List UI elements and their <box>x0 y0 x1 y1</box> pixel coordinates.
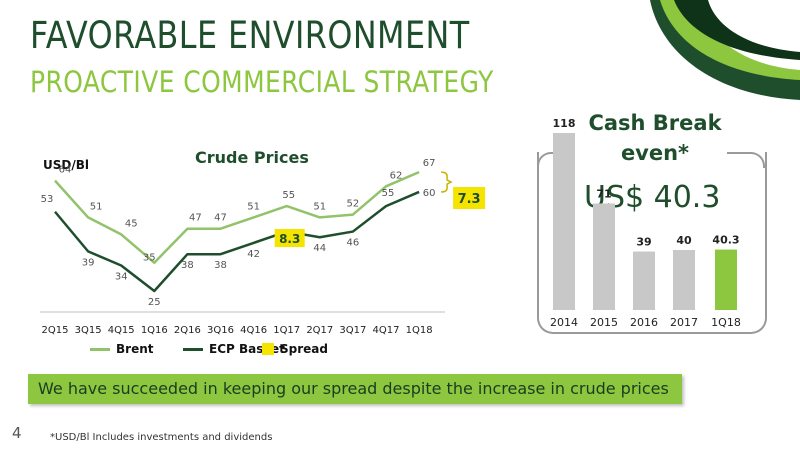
x-tick-label-4Q15: 4Q15 <box>108 325 135 336</box>
spread-label-1Q17: 8.3 <box>279 232 300 246</box>
data-label-ecp-basket-1Q16: 25 <box>148 297 161 308</box>
x-tick-label-2Q16: 2Q16 <box>174 325 201 336</box>
x-tick-label-3Q15: 3Q15 <box>75 325 102 336</box>
data-label-ecp-basket-2Q15: 53 <box>41 194 54 205</box>
data-label-brent-1Q18: 67 <box>423 158 436 169</box>
brand-swoosh-logo <box>650 0 800 100</box>
data-label-ecp-basket-3Q16: 38 <box>214 260 227 271</box>
spread-label-1Q18: 7.3 <box>458 192 481 207</box>
bar-value-label-2014: 118 <box>553 117 576 130</box>
legend-ecp-swatch <box>183 347 203 351</box>
bar-value-label-1Q18: 40.3 <box>712 234 739 247</box>
data-label-brent-3Q16: 47 <box>214 213 227 224</box>
data-label-ecp-basket-3Q17: 46 <box>347 238 360 249</box>
cash-break-even-frame <box>537 152 767 334</box>
cash-break-even-title: Cash Break even* <box>588 111 722 165</box>
page-title: FAVORABLE ENVIRONMENT <box>30 14 470 57</box>
bar-1Q18 <box>715 249 737 310</box>
footnote: *USD/Bl Includes investments and dividen… <box>50 432 273 443</box>
legend-brent: Brent <box>90 342 153 356</box>
bar-2015 <box>593 203 615 310</box>
legend-spread: Spread <box>262 342 328 356</box>
x-tick-label-4Q17: 4Q17 <box>373 325 400 336</box>
bar-category-label-2014: 2014 <box>550 316 578 329</box>
data-label-brent-4Q16: 51 <box>247 201 260 212</box>
data-label-brent-3Q15: 51 <box>90 201 103 212</box>
page-number: 4 <box>12 424 22 442</box>
x-tick-label-1Q18: 1Q18 <box>406 325 433 336</box>
bar-category-label-2017: 2017 <box>670 316 698 329</box>
data-label-ecp-basket-4Q16: 42 <box>247 249 260 260</box>
spread-badge-1Q17 <box>274 229 305 247</box>
legend-spread-swatch <box>262 343 274 355</box>
data-label-ecp-basket-2Q17: 44 <box>313 243 326 254</box>
data-label-brent-3Q17: 52 <box>347 199 360 210</box>
data-label-brent-2Q15: 64 <box>59 165 72 176</box>
bar-value-label-2017: 40 <box>676 234 692 247</box>
legend-brent-label: Brent <box>116 342 154 356</box>
data-label-ecp-basket-1Q18: 60 <box>423 188 436 199</box>
data-label-brent-2Q16: 47 <box>189 213 202 224</box>
spread-brace-1Q18 <box>441 171 453 193</box>
series-line-brent <box>54 170 420 264</box>
data-label-brent-4Q15: 45 <box>125 218 138 229</box>
x-tick-label-2Q17: 2Q17 <box>306 325 333 336</box>
data-label-brent-1Q17: 55 <box>282 190 295 201</box>
x-tick-label-4Q16: 4Q16 <box>240 325 267 336</box>
bar-2014 <box>553 133 575 310</box>
bar-value-label-2016: 39 <box>636 236 651 249</box>
x-tick-label-3Q17: 3Q17 <box>339 325 366 336</box>
page-subtitle: PROACTIVE COMMERCIAL STRATEGY <box>30 65 494 99</box>
data-label-ecp-basket-4Q15: 34 <box>115 272 128 283</box>
legend-spread-label: Spread <box>280 342 328 356</box>
x-tick-label-2Q15: 2Q15 <box>42 325 69 336</box>
bar-category-label-2015: 2015 <box>590 316 618 329</box>
data-label-brent-1Q16: 35 <box>143 253 156 264</box>
x-tick-label-3Q16: 3Q16 <box>207 325 234 336</box>
data-label-brent-4Q17: 62 <box>390 170 403 181</box>
series-line-ecp-basket <box>54 190 420 293</box>
bar-2017 <box>673 250 695 310</box>
bar-category-label-1Q18: 1Q18 <box>711 316 741 329</box>
spread-badge-1Q18 <box>453 187 486 209</box>
x-tick-label-1Q17: 1Q17 <box>273 325 300 336</box>
data-label-ecp-basket-4Q17: 55 <box>382 188 395 199</box>
data-label-ecp-basket-2Q16: 38 <box>181 260 194 271</box>
data-label-ecp-basket-3Q15: 39 <box>82 257 95 268</box>
legend-brent-swatch <box>90 347 110 351</box>
bar-2016 <box>633 251 655 310</box>
bar-value-label-2015: 71 <box>596 188 611 201</box>
line-chart-title: Crude Prices <box>195 148 309 167</box>
summary-banner: We have succeeded in keeping our spread … <box>28 374 682 404</box>
x-tick-label-1Q16: 1Q16 <box>141 325 168 336</box>
y-axis-unit-label: USD/Bl <box>43 158 89 172</box>
data-label-brent-2Q17: 51 <box>313 201 326 212</box>
bar-category-label-2016: 2016 <box>630 316 658 329</box>
